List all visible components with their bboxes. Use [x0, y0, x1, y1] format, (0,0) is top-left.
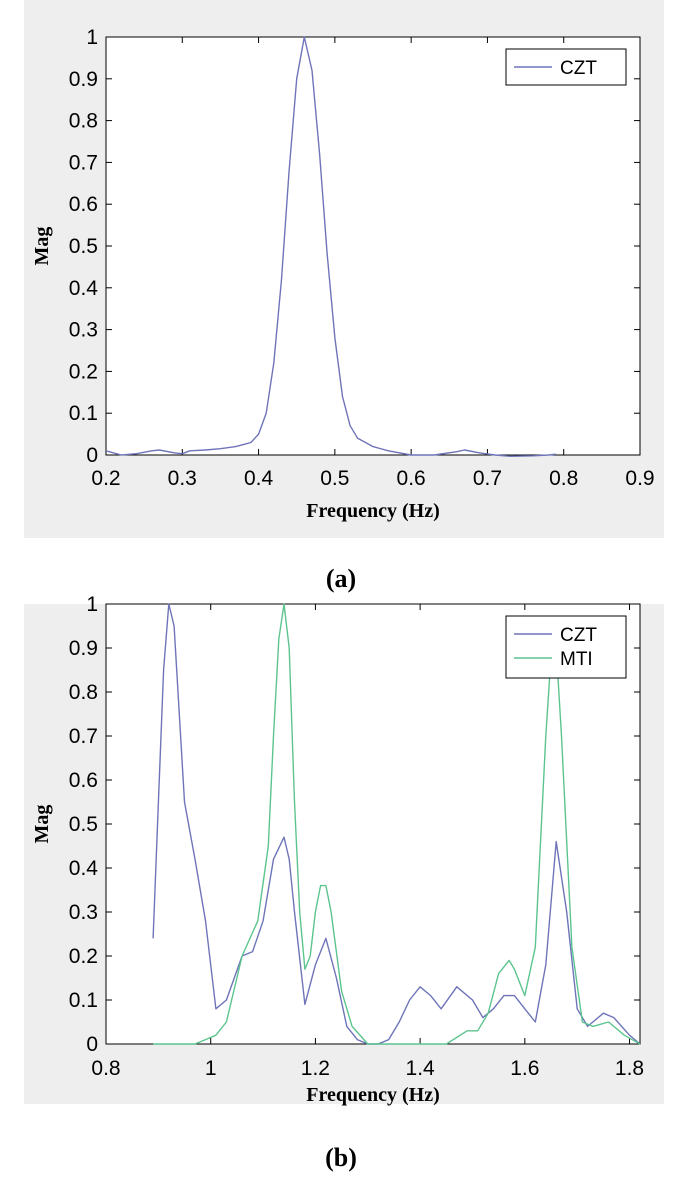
plot-area — [105, 36, 641, 456]
x-tick-label: 1 — [205, 1057, 217, 1080]
y-tick-label: 0.5 — [69, 235, 98, 258]
x-tick-label: 0.8 — [549, 467, 578, 490]
y-tick-label: 0.9 — [69, 637, 98, 660]
x-tick-label: 1.4 — [406, 1057, 436, 1080]
y-tick-label: 0.7 — [69, 151, 98, 174]
y-tick-label: 0.8 — [69, 681, 98, 704]
y-tick-label: 0.2 — [69, 945, 98, 968]
x-tick-label: 0.7 — [473, 467, 502, 490]
x-tick-label: 0.4 — [244, 467, 274, 490]
y-tick-label: 0.6 — [69, 769, 98, 792]
caption-b-text: (b) — [325, 1143, 357, 1172]
y-tick-label: 0.5 — [69, 813, 98, 836]
x-axis-label: Frequency (Hz) — [306, 500, 440, 522]
y-tick-label: 0.1 — [69, 989, 98, 1012]
x-tick-label: 0.2 — [91, 467, 120, 490]
x-tick-label: 0.6 — [397, 467, 426, 490]
x-tick-label: 0.3 — [168, 467, 197, 490]
y-tick-label: 0.9 — [69, 68, 98, 91]
chart-panel-b: 0.8 1 1.2 1.4 1.6 1.8 0 0.1 0.2 0.3 0.4 0.5 0.6 0.7 0.… — [24, 593, 664, 1106]
y-tick-label: 0 — [86, 1033, 98, 1056]
y-tick-label: 0.7 — [69, 725, 98, 748]
chart-panel-a: 0.2 0.3 0.4 0.5 0.6 0.7 0.8 0.9 0 0.1 0.2 0.3 0.4 0.5… — [24, 0, 664, 538]
x-tick-label: 1.2 — [301, 1057, 330, 1080]
chart-b-svg: 0.8 1 1.2 1.4 1.6 1.8 0 0.1 0.2 0.3 0.4 0.5 0.6 0.7 0.… — [31, 593, 644, 1106]
caption-b: (b) — [0, 1143, 682, 1173]
series-line-czt — [106, 36, 557, 457]
caption-a: (a) — [0, 564, 682, 594]
x-tick-label: 0.8 — [91, 1057, 120, 1080]
legend-label-mti: MTI — [560, 649, 593, 670]
x-tick-label: 1.6 — [510, 1057, 539, 1080]
y-axis-label: Mag — [31, 227, 53, 266]
y-tick-label: 0.1 — [69, 402, 98, 425]
y-tick-label: 0.2 — [69, 360, 98, 383]
chart-a-svg: 0.2 0.3 0.4 0.5 0.6 0.7 0.8 0.9 0 0.1 0.2 0.3 0.4 0.5… — [31, 26, 655, 522]
y-tick-label: 0.4 — [69, 277, 99, 300]
caption-a-text: (a) — [325, 564, 357, 593]
y-tick-label: 0.8 — [69, 110, 98, 133]
y-tick-label: 0.3 — [69, 319, 98, 342]
x-tick-label: 0.5 — [320, 467, 349, 490]
legend-label-czt: CZT — [560, 58, 597, 79]
y-tick-label: 0.6 — [69, 193, 98, 216]
y-tick-label: 1 — [86, 593, 98, 616]
y-axis-label: Mag — [31, 805, 53, 844]
x-axis-label: Frequency (Hz) — [306, 1084, 440, 1106]
legend-box — [505, 615, 627, 679]
x-tick-label: 1.8 — [615, 1057, 644, 1080]
y-tick-label: 0.3 — [69, 901, 98, 924]
x-tick-label: 0.9 — [625, 467, 654, 490]
y-tick-label: 0 — [86, 444, 98, 467]
y-tick-label: 1 — [86, 26, 98, 49]
legend-label-czt: CZT — [560, 625, 597, 646]
y-tick-label: 0.4 — [69, 857, 99, 880]
